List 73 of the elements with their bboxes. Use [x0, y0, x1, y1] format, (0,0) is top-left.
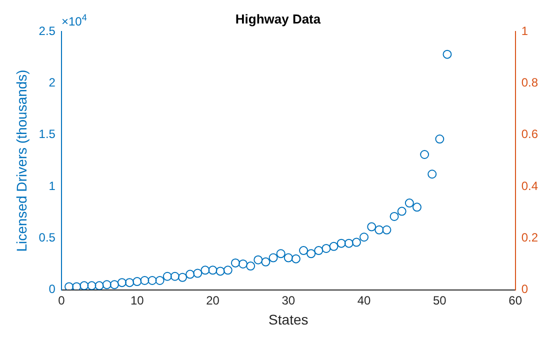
x-tick-label: 10 [130, 293, 144, 308]
x-tick-label: 30 [282, 293, 296, 308]
x-tick-label: 60 [508, 293, 522, 308]
point [336, 238, 346, 248]
point [299, 246, 308, 256]
point [404, 198, 414, 208]
point [193, 268, 202, 278]
point [178, 272, 188, 282]
y-tick-label: 0.5 [38, 230, 56, 244]
point [374, 225, 384, 234]
point [276, 249, 286, 258]
point [442, 50, 452, 59]
y2-tick-label: 0.8 [521, 76, 538, 90]
point [412, 202, 422, 212]
point [208, 266, 218, 275]
point [291, 254, 300, 264]
point [155, 276, 164, 286]
y2-tick-label: 0.6 [521, 127, 538, 142]
point [87, 281, 96, 290]
x-tick-label: 50 [433, 293, 447, 308]
point [306, 249, 316, 258]
point [170, 272, 180, 281]
point [314, 246, 324, 256]
point [344, 238, 354, 248]
point [132, 277, 142, 286]
point [352, 238, 361, 247]
point [435, 134, 444, 144]
x-tick-label: 40 [357, 293, 372, 308]
point [125, 278, 134, 288]
point [64, 282, 74, 290]
point [329, 242, 338, 251]
y2-tick-label: 0.2 [521, 230, 538, 244]
point [140, 276, 150, 286]
point [94, 281, 104, 290]
point [420, 150, 430, 160]
y2-tick-label: 0.4 [521, 178, 538, 193]
x-tick-label: 20 [206, 293, 220, 308]
point [367, 222, 376, 232]
point [148, 276, 157, 286]
point [230, 258, 240, 268]
point [254, 255, 263, 264]
point [186, 270, 195, 279]
point [382, 225, 392, 234]
point [246, 262, 256, 271]
y-tick-label: 2 [48, 76, 56, 90]
point [162, 272, 172, 281]
point [428, 170, 437, 179]
point [360, 232, 369, 242]
y-tick-label: 0 [48, 282, 56, 296]
point [216, 266, 225, 276]
y-tick-label: 2.5 [38, 24, 56, 38]
y-tick-label: 1.5 [38, 127, 56, 142]
x-tick-label: 0 [58, 293, 66, 308]
point [80, 281, 89, 290]
point [284, 253, 293, 262]
point [261, 257, 270, 266]
y2-tick-label: 1 [521, 24, 528, 38]
point [117, 278, 126, 288]
point [72, 282, 82, 290]
point [268, 253, 278, 262]
point [390, 212, 399, 221]
point [397, 206, 406, 216]
x-axis-title: States [268, 311, 308, 328]
y-tick-label: 1 [48, 178, 56, 193]
chart-title: Highway Data [235, 11, 322, 26]
y2-tick-label: 0 [521, 282, 528, 296]
point [110, 280, 119, 290]
point [322, 244, 331, 253]
point [102, 280, 112, 290]
point [200, 266, 210, 275]
y-axis-title: Licensed Drivers (thousands) [13, 70, 30, 252]
point [238, 259, 248, 268]
point [223, 266, 232, 275]
